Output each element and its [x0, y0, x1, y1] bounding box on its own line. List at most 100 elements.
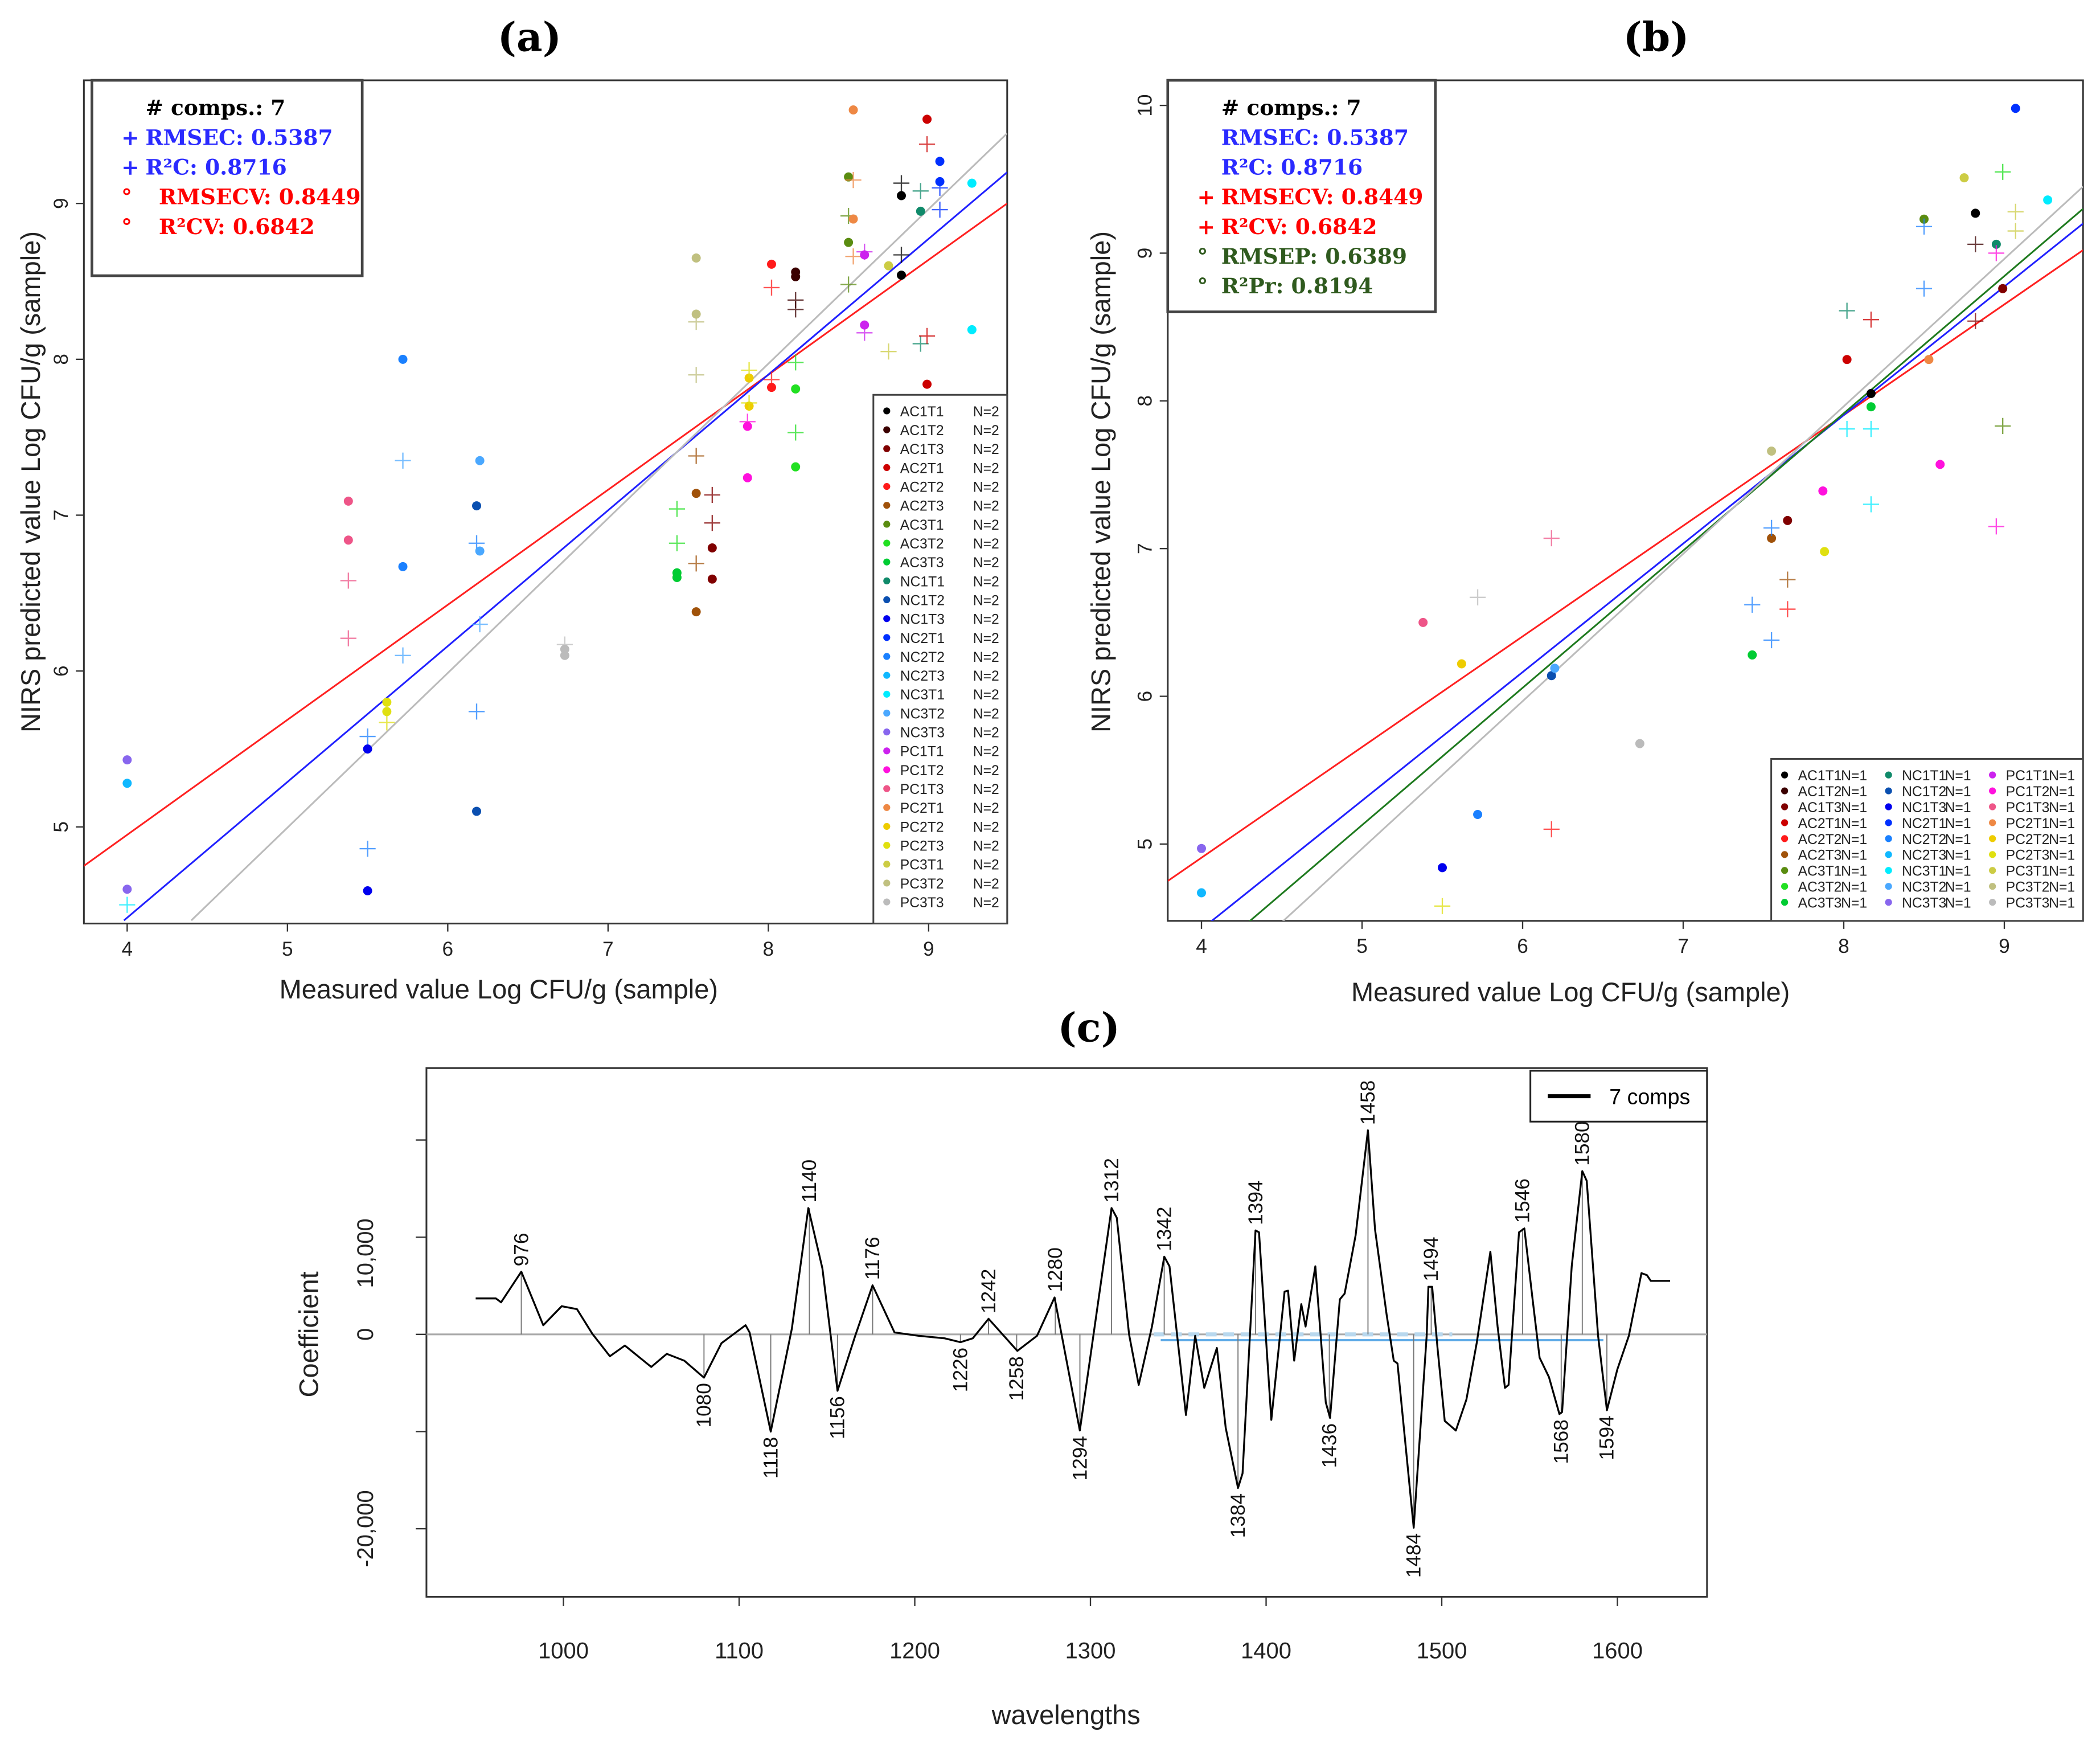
point-AC2T3 — [691, 607, 701, 617]
x-tick-label: 6 — [442, 938, 454, 960]
cross-point-PC3T3 — [556, 636, 573, 653]
legend-label: PC2T1 — [2006, 816, 2050, 832]
point-NC1T3 — [363, 744, 372, 754]
x-tick-label: 9 — [1999, 935, 2010, 957]
y-tick-label: 10 — [1134, 94, 1156, 116]
x-tick-label: 1300 — [1065, 1639, 1116, 1664]
point-AC3T1 — [844, 172, 854, 182]
legend-count: N=2 — [973, 839, 999, 854]
legend-count: N=1 — [2049, 784, 2075, 800]
stats-line: # comps.: 7 — [145, 95, 285, 120]
point-AC2T1 — [922, 379, 932, 389]
x-tick-label: 8 — [763, 938, 774, 960]
cross-point-AC1T3 — [704, 515, 720, 531]
peak-label-1458: 1458 — [1357, 1080, 1379, 1125]
legend-label: AC2T1 — [1798, 816, 1842, 832]
point-NC3T1 — [2043, 195, 2053, 205]
legend-label: AC3T1 — [900, 518, 944, 533]
peak-label-1384: 1384 — [1227, 1493, 1249, 1538]
legend-marker — [1885, 803, 1892, 810]
legend-label: NC2T1 — [1902, 816, 1946, 832]
legend-label: NC1T3 — [900, 612, 945, 628]
legend-label: AC3T3 — [1798, 896, 1842, 911]
cross-point-AC3T2 — [668, 535, 685, 551]
legend-count: N=1 — [1841, 848, 1867, 863]
legend-count: N=2 — [973, 801, 999, 816]
legend-marker — [883, 822, 891, 830]
legend-label: NC3T2 — [900, 706, 945, 722]
legend-item-NC2T1: NC2T1 N=2 — [883, 631, 999, 646]
cross-point-PC2T3 — [741, 362, 757, 379]
legend-label: PC1T2 — [900, 763, 944, 779]
peak-label-1294: 1294 — [1069, 1436, 1091, 1480]
legend-marker — [1989, 803, 1996, 810]
peak-label-1280: 1280 — [1044, 1247, 1067, 1292]
legend-item-PC3T3: PC3T3 N=2 — [883, 895, 999, 911]
cross-point-PC1T2 — [1988, 245, 2004, 261]
point-PC3T2 — [691, 253, 701, 263]
legend-marker — [1989, 835, 1996, 842]
y-tick-label: 5 — [50, 821, 72, 833]
legend-label: AC1T1 — [900, 404, 944, 420]
peak-label-1156: 1156 — [827, 1396, 849, 1439]
cross-point-NC2T2 — [1744, 596, 1761, 613]
legend-label: PC1T2 — [2006, 784, 2050, 800]
cross-point-NC1T1 — [912, 335, 929, 352]
cross-point-AC2T1 — [918, 327, 936, 344]
legend-marker — [883, 445, 891, 452]
legend-count: N=1 — [1945, 848, 1971, 863]
legend-count: N=2 — [973, 442, 999, 457]
legend-item-PC2T3: PC2T3 N=2 — [883, 839, 999, 854]
legend-item-AC1T3: AC1T3 N=2 — [883, 442, 999, 457]
cross-point-AC1T2 — [1967, 236, 1984, 252]
legend-marker — [1781, 771, 1789, 779]
peak-label-1226: 1226 — [949, 1348, 971, 1392]
legend-label: PC2T3 — [900, 839, 944, 854]
legend-item-AC2T1: AC2T1 N=2 — [883, 461, 999, 476]
x-tick-label: 1100 — [715, 1639, 764, 1664]
panel-title: (c) — [1057, 1004, 1120, 1051]
y-axis-label: Coefficient — [294, 1271, 324, 1397]
legend-item-PC2T2: PC2T2 N=2 — [883, 820, 999, 835]
peak-label-976: 976 — [510, 1233, 532, 1267]
legend-count: N=1 — [1841, 800, 1867, 816]
legend-marker — [1885, 867, 1892, 874]
legend-label: NC2T2 — [1902, 832, 1946, 848]
cross-point-AC2T3 — [688, 448, 704, 464]
legend-label: NC1T3 — [1902, 800, 1946, 816]
legend-label: AC2T3 — [1798, 848, 1842, 863]
x-tick-label: 4 — [1196, 935, 1207, 957]
legend-count: N=1 — [1841, 864, 1867, 879]
legend-count: N=1 — [1841, 896, 1867, 911]
cross-point-AC2T2 — [763, 279, 780, 296]
legend-marker — [1989, 867, 1996, 874]
legend-marker — [1781, 803, 1789, 810]
legend-marker — [883, 785, 891, 792]
legend-count: N=1 — [1945, 784, 1971, 800]
point-AC3T2 — [791, 462, 801, 472]
legend-marker — [1885, 835, 1892, 842]
legend-label: AC3T3 — [900, 555, 944, 571]
y-tick-label: 8 — [50, 354, 72, 365]
point-PC3T2 — [1767, 447, 1777, 456]
legend-label: NC2T3 — [1902, 848, 1946, 863]
stats-line: RMSEC: 0.5387 — [145, 125, 333, 150]
legend-marker — [1885, 883, 1892, 890]
legend-count: N=2 — [973, 555, 999, 571]
cross-point-PC1T1 — [856, 243, 873, 260]
point-AC1T1 — [897, 271, 906, 280]
peak-label-1580: 1580 — [1572, 1121, 1594, 1165]
legend-item-AC3T2: AC3T2 N=2 — [883, 537, 999, 552]
legend-marker — [883, 577, 891, 584]
legend-count: N=1 — [2049, 848, 2075, 863]
